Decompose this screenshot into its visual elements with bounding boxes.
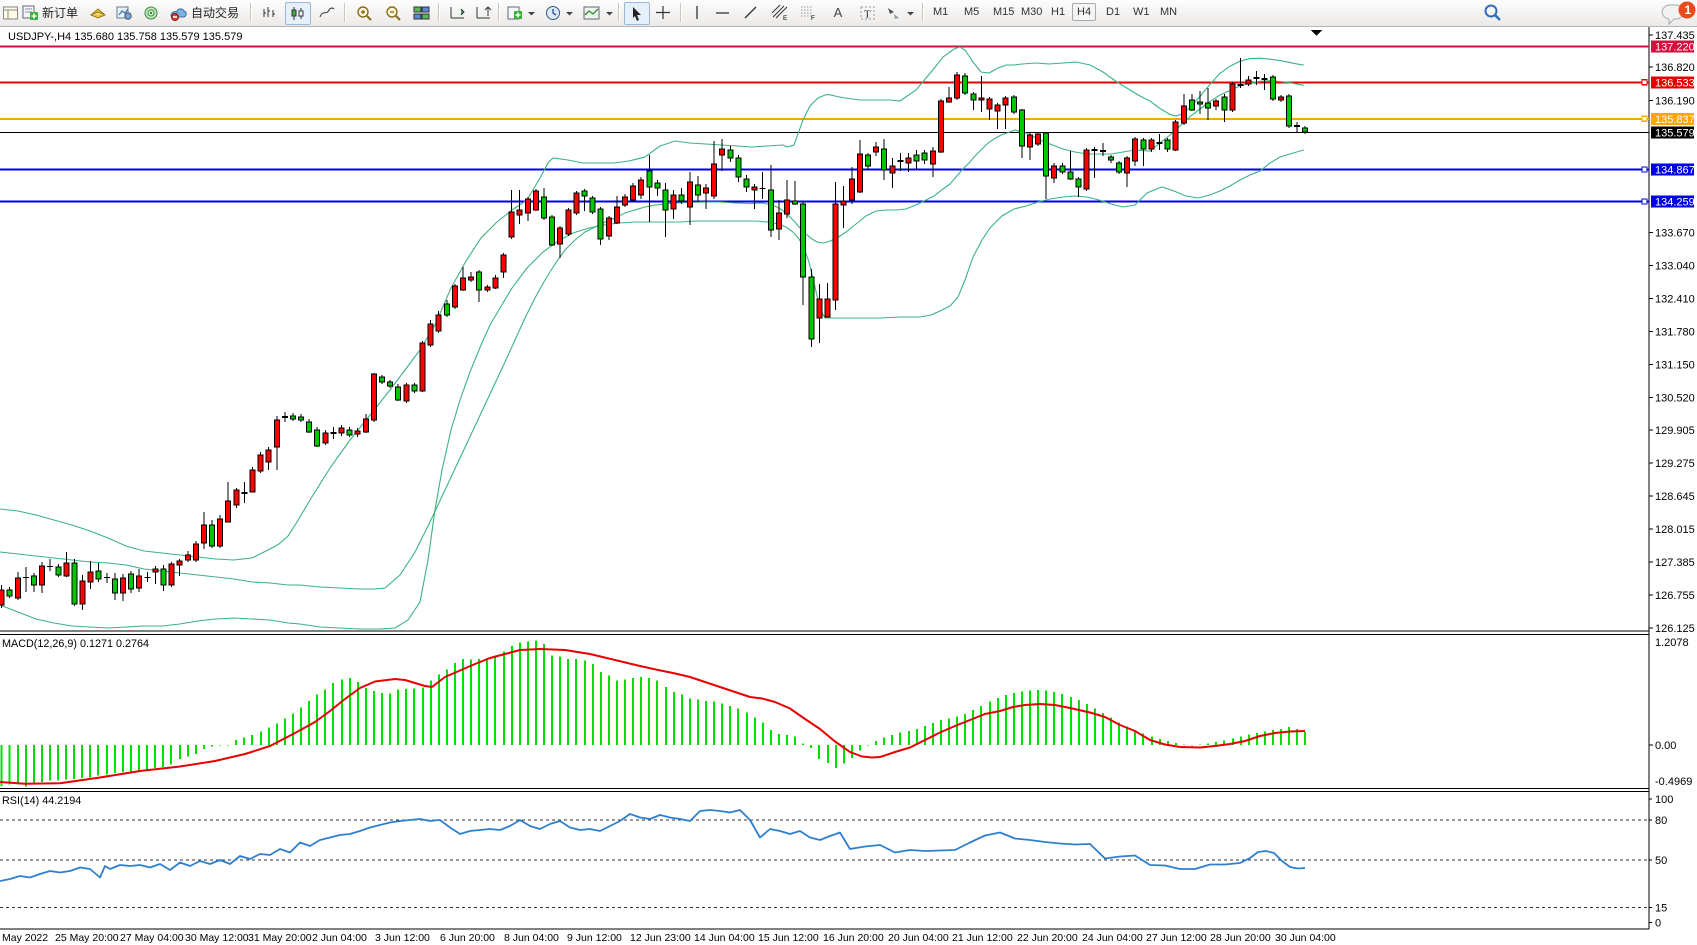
svg-text:27 May 04:00: 27 May 04:00 — [120, 932, 184, 944]
svg-text:135.579: 135.579 — [1655, 127, 1695, 139]
svg-text:27 Jun 12:00: 27 Jun 12:00 — [1146, 932, 1207, 944]
svg-text:134.867: 134.867 — [1655, 165, 1695, 177]
svg-text:USDJPY-,H4 135.680 135.758 135: USDJPY-,H4 135.680 135.758 135.579 135.5… — [8, 31, 242, 43]
svg-text:20 Jun 04:00: 20 Jun 04:00 — [888, 932, 949, 944]
svg-text:15: 15 — [1655, 903, 1667, 915]
svg-text:127.385: 127.385 — [1655, 557, 1695, 569]
svg-text:128.015: 128.015 — [1655, 524, 1695, 536]
svg-text:137.435: 137.435 — [1655, 30, 1695, 42]
svg-text:F: F — [811, 15, 815, 21]
svg-text:131.150: 131.150 — [1655, 360, 1695, 372]
svg-text:133.040: 133.040 — [1655, 260, 1695, 272]
svg-text:136.190: 136.190 — [1655, 95, 1695, 107]
svg-text:RSI(14) 44.2194: RSI(14) 44.2194 — [2, 795, 81, 807]
svg-text:-0.4969: -0.4969 — [1655, 776, 1692, 788]
svg-text:24 Jun 04:00: 24 Jun 04:00 — [1082, 932, 1143, 944]
svg-text:133.670: 133.670 — [1655, 227, 1695, 239]
svg-text:135.837: 135.837 — [1655, 114, 1695, 126]
svg-text:50: 50 — [1655, 855, 1667, 867]
svg-text:2 Jun 04:00: 2 Jun 04:00 — [312, 932, 367, 944]
svg-text:3 Jun 12:00: 3 Jun 12:00 — [375, 932, 430, 944]
svg-text:134.259: 134.259 — [1655, 197, 1695, 209]
svg-text:28 Jun 20:00: 28 Jun 20:00 — [1210, 932, 1271, 944]
svg-text:15 Jun 12:00: 15 Jun 12:00 — [758, 932, 819, 944]
svg-text:130.520: 130.520 — [1655, 393, 1695, 405]
svg-text:137.220: 137.220 — [1655, 41, 1695, 53]
svg-text:136.820: 136.820 — [1655, 62, 1695, 74]
svg-text:8 Jun 04:00: 8 Jun 04:00 — [504, 932, 559, 944]
svg-text:132.410: 132.410 — [1655, 294, 1695, 306]
svg-text:MACD(12,26,9) 0.1271 0.2764: MACD(12,26,9) 0.1271 0.2764 — [2, 638, 149, 650]
svg-text:1: 1 — [1685, 3, 1692, 17]
svg-text:31 May 20:00: 31 May 20:00 — [248, 932, 312, 944]
svg-text:126.755: 126.755 — [1655, 590, 1695, 602]
svg-text:16 Jun 20:00: 16 Jun 20:00 — [823, 932, 884, 944]
svg-text:May 2022: May 2022 — [2, 932, 48, 944]
svg-text:131.780: 131.780 — [1655, 327, 1695, 339]
svg-text:E: E — [783, 15, 788, 21]
svg-text:129.905: 129.905 — [1655, 425, 1695, 437]
svg-text:126.125: 126.125 — [1655, 623, 1695, 635]
svg-text:0.00: 0.00 — [1655, 740, 1676, 752]
svg-text:22 Jun 20:00: 22 Jun 20:00 — [1017, 932, 1078, 944]
svg-text:25 May 20:00: 25 May 20:00 — [55, 932, 119, 944]
svg-text:30 Jun 04:00: 30 Jun 04:00 — [1275, 932, 1336, 944]
svg-text:100: 100 — [1655, 794, 1673, 806]
svg-text:80: 80 — [1655, 815, 1667, 827]
svg-text:129.275: 129.275 — [1655, 458, 1695, 470]
svg-text:21 Jun 12:00: 21 Jun 12:00 — [952, 932, 1013, 944]
svg-text:0: 0 — [1655, 918, 1661, 930]
svg-text:12 Jun 23:00: 12 Jun 23:00 — [630, 932, 691, 944]
svg-text:1.2078: 1.2078 — [1655, 637, 1689, 649]
svg-text:128.645: 128.645 — [1655, 491, 1695, 503]
svg-text:6 Jun 20:00: 6 Jun 20:00 — [440, 932, 495, 944]
svg-text:136.533: 136.533 — [1655, 77, 1695, 89]
svg-text:14 Jun 04:00: 14 Jun 04:00 — [694, 932, 755, 944]
svg-text:30 May 12:00: 30 May 12:00 — [185, 932, 249, 944]
svg-text:T: T — [864, 8, 871, 20]
svg-text:9 Jun 12:00: 9 Jun 12:00 — [567, 932, 622, 944]
